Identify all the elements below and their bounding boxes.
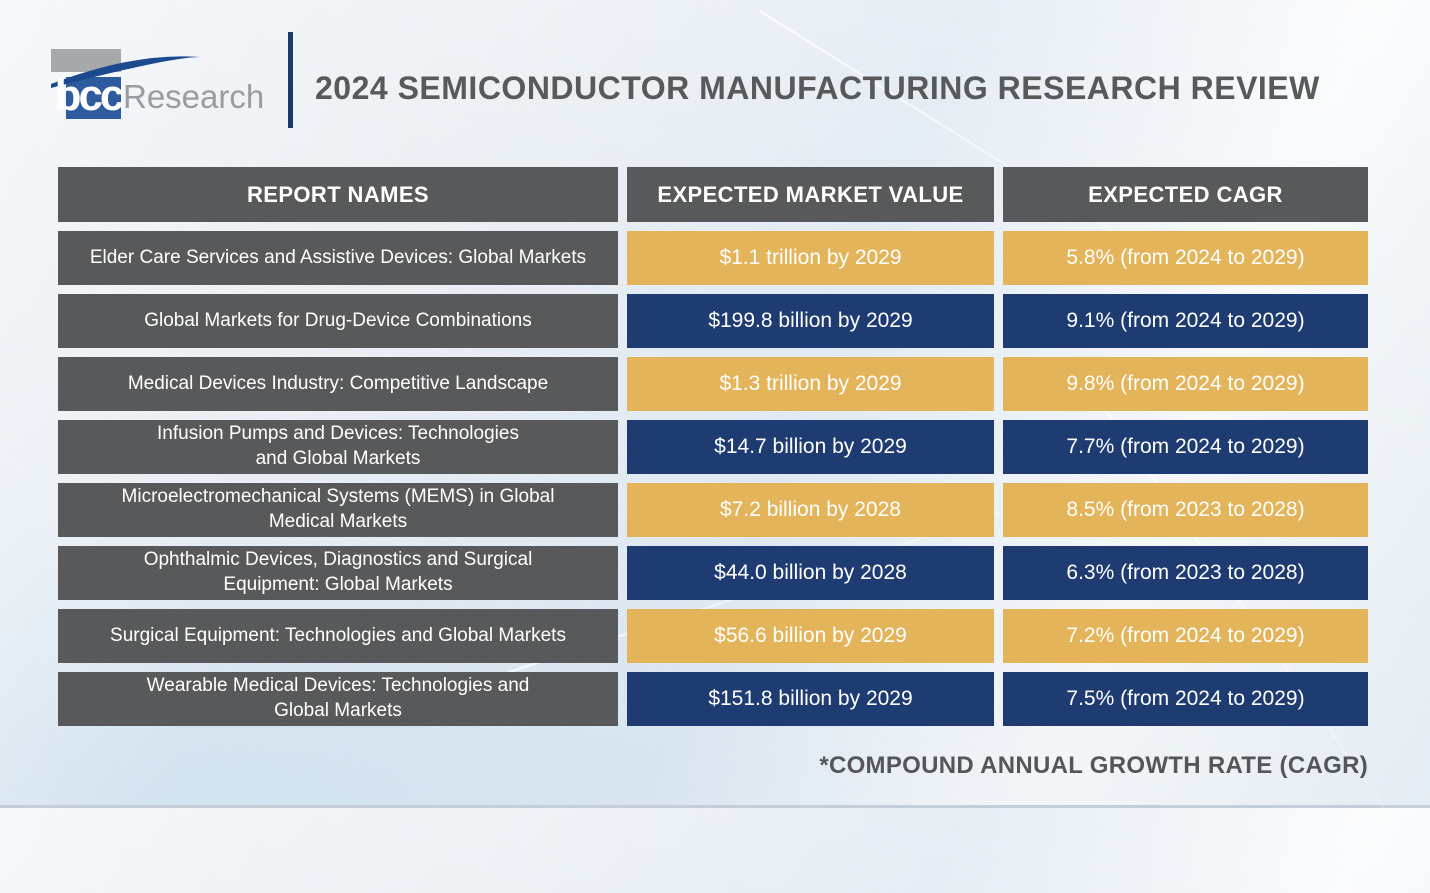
report-name: Wearable Medical Devices: Technologies a… <box>58 672 618 726</box>
column-header-expected-market-value: EXPECTED MARKET VALUE <box>627 167 994 222</box>
report-name: Microelectromechanical Systems (MEMS) in… <box>58 483 618 537</box>
cagr-footnote: *COMPOUND ANNUAL GROWTH RATE (CAGR) <box>819 752 1368 779</box>
cagr-value: 9.8% (from 2024 to 2029) <box>1003 357 1368 411</box>
report-name: Global Markets for Drug-Device Combinati… <box>58 294 618 348</box>
market-value: $14.7 billion by 2029 <box>627 420 994 474</box>
page-title: 2024 SEMICONDUCTOR MANUFACTURING RESEARC… <box>315 69 1320 106</box>
market-value: $1.1 trillion by 2029 <box>627 231 994 285</box>
cagr-value: 6.3% (from 2023 to 2028) <box>1003 546 1368 600</box>
cagr-value: 5.8% (from 2024 to 2029) <box>1003 231 1368 285</box>
logo-swoosh-icon <box>51 56 200 88</box>
logo-research-text: Research <box>123 78 265 115</box>
cagr-value: 9.1% (from 2024 to 2029) <box>1003 294 1368 348</box>
logo-bcc-text: bcc <box>54 71 125 120</box>
logo-blue-block <box>66 77 121 119</box>
report-name: Ophthalmic Devices, Diagnostics and Surg… <box>58 546 618 600</box>
report-name: Infusion Pumps and Devices: Technologies… <box>58 420 618 474</box>
cagr-value: 7.2% (from 2024 to 2029) <box>1003 609 1368 663</box>
report-name: Surgical Equipment: Technologies and Glo… <box>58 609 618 663</box>
cagr-value: 7.7% (from 2024 to 2029) <box>1003 420 1368 474</box>
market-value: $56.6 billion by 2029 <box>627 609 994 663</box>
cagr-value: 8.5% (from 2023 to 2028) <box>1003 483 1368 537</box>
cagr-value: 7.5% (from 2024 to 2029) <box>1003 672 1368 726</box>
market-value: $7.2 billion by 2028 <box>627 483 994 537</box>
market-value: $44.0 billion by 2028 <box>627 546 994 600</box>
market-value: $151.8 billion by 2029 <box>627 672 994 726</box>
header-divider <box>288 32 293 128</box>
column-header-report-names: REPORT NAMES <box>58 167 618 222</box>
market-value: $199.8 billion by 2029 <box>627 294 994 348</box>
column-header-expected-cagr: EXPECTED CAGR <box>1003 167 1368 222</box>
bcc-research-logo: bcc Research <box>50 44 290 124</box>
research-table: REPORT NAMES EXPECTED MARKET VALUE EXPEC… <box>58 167 1368 726</box>
market-value: $1.3 trillion by 2029 <box>627 357 994 411</box>
report-name: Medical Devices Industry: Competitive La… <box>58 357 618 411</box>
logo-gray-block <box>51 49 121 72</box>
report-name: Elder Care Services and Assistive Device… <box>58 231 618 285</box>
